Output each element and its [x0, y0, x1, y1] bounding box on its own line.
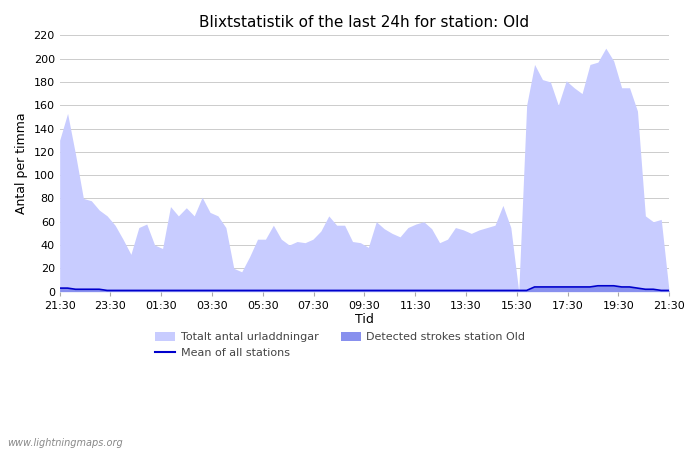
Y-axis label: Antal per timma: Antal per timma	[15, 112, 28, 214]
X-axis label: Tid: Tid	[355, 313, 374, 326]
Legend: Totalt antal urladdningar, Mean of all stations, Detected strokes station Old: Totalt antal urladdningar, Mean of all s…	[150, 328, 529, 363]
Title: Blixtstatistik of the last 24h for station: Old: Blixtstatistik of the last 24h for stati…	[199, 15, 529, 30]
Text: www.lightningmaps.org: www.lightningmaps.org	[7, 438, 122, 448]
